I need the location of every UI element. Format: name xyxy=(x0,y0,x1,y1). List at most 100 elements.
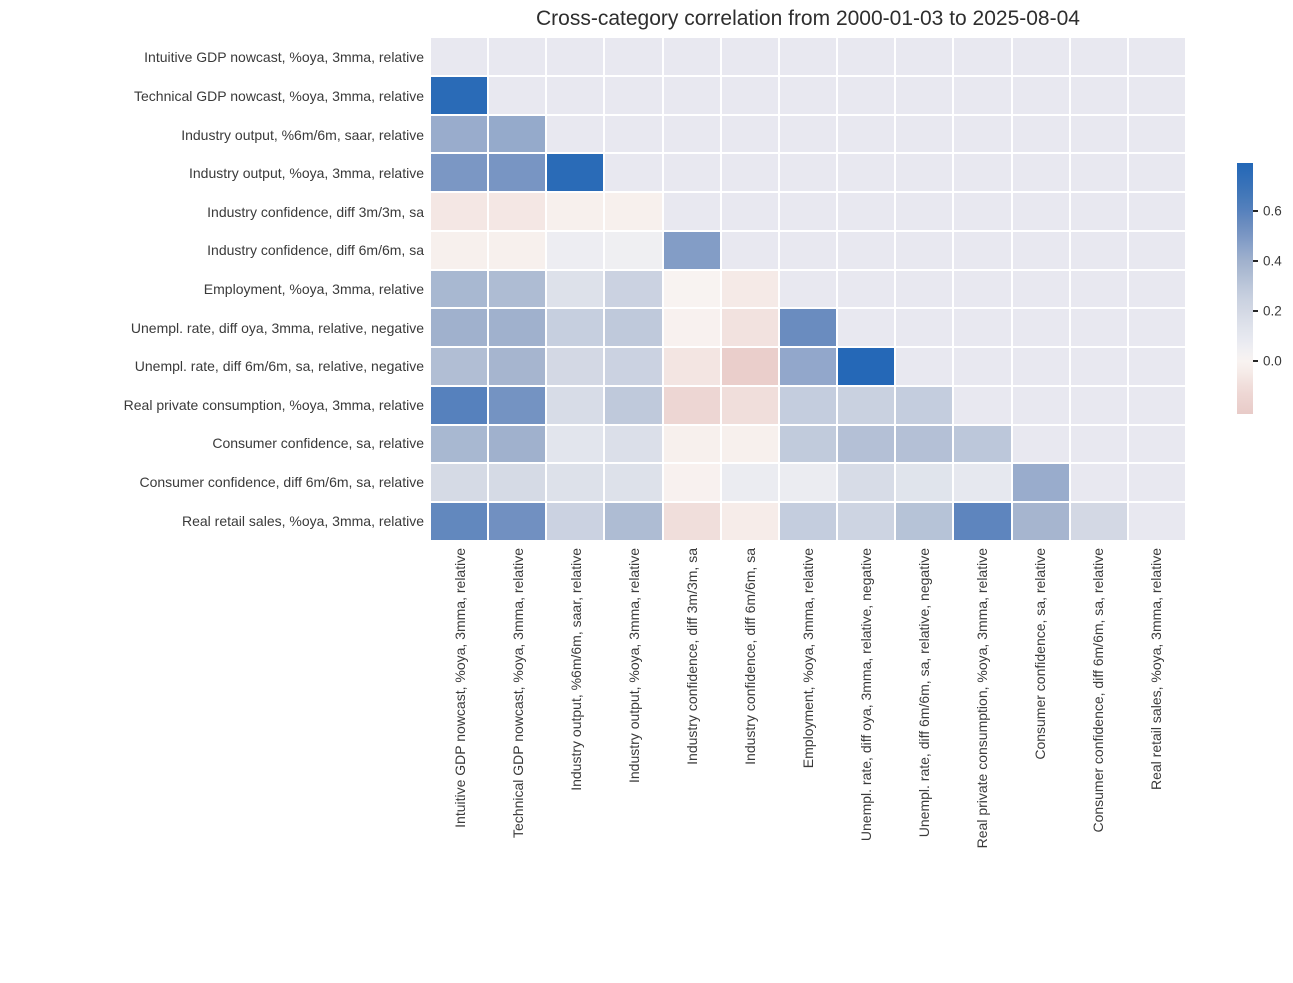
column-label: Unempl. rate, diff oya, 3mma, relative, … xyxy=(858,548,874,842)
heatmap-cell xyxy=(605,464,662,502)
masked-cell xyxy=(896,193,953,230)
masked-cell xyxy=(1128,231,1185,269)
heatmap-cell xyxy=(721,464,778,502)
masked-cell xyxy=(954,231,1011,269)
colorbar: 0.6 0.4 0.2 0.0 xyxy=(1237,163,1282,414)
heatmap-cell xyxy=(954,464,1011,502)
masked-cell xyxy=(954,76,1011,114)
row-label: Unempl. rate, diff oya, 3mma, relative, … xyxy=(130,319,424,336)
masked-cell xyxy=(721,231,778,269)
x-axis-labels: Intuitive GDP nowcast, %oya, 3mma, relat… xyxy=(431,548,1185,980)
column-label: Real retail sales, %oya, 3mma, relative xyxy=(1148,548,1164,790)
masked-cell xyxy=(838,193,895,230)
column-label: Intuitive GDP nowcast, %oya, 3mma, relat… xyxy=(452,548,468,828)
masked-cell xyxy=(954,270,1011,308)
heatmap-cell xyxy=(1070,503,1127,540)
heatmap-cell xyxy=(838,348,895,385)
heatmap-cell xyxy=(663,386,720,424)
row-label: Real private consumption, %oya, 3mma, re… xyxy=(123,396,424,413)
heatmap-cell xyxy=(838,464,895,502)
masked-cell xyxy=(1012,115,1069,153)
masked-cell xyxy=(779,154,837,192)
masked-cell xyxy=(1070,348,1127,385)
row-label: Real retail sales, %oya, 3mma, relative xyxy=(182,512,424,529)
masked-cell xyxy=(1070,425,1127,463)
column-label-cell: Real private consumption, %oya, 3mma, re… xyxy=(953,548,1011,980)
colorbar-tick-mark xyxy=(1253,360,1258,363)
masked-cell xyxy=(1128,115,1185,153)
heatmap-cell xyxy=(431,76,488,114)
masked-cell xyxy=(896,348,953,385)
masked-cell xyxy=(605,115,662,153)
masked-cell xyxy=(1070,231,1127,269)
masked-cell xyxy=(489,76,546,114)
column-label-cell: Industry confidence, diff 6m/6m, sa xyxy=(721,548,779,980)
heatmap-cell xyxy=(954,425,1011,463)
colorbar-tick-label: 0.2 xyxy=(1263,303,1282,319)
masked-cell xyxy=(1070,193,1127,230)
masked-cell xyxy=(1128,425,1185,463)
row-label: Industry output, %6m/6m, saar, relative xyxy=(181,126,424,143)
masked-cell xyxy=(1070,270,1127,308)
masked-cell xyxy=(779,193,837,230)
colorbar-tick-mark xyxy=(1253,209,1258,212)
masked-cell xyxy=(547,38,604,75)
masked-cell xyxy=(1070,464,1127,502)
row-label: Employment, %oya, 3mma, relative xyxy=(203,280,424,297)
heatmap-cell xyxy=(547,270,604,308)
heatmap-cell xyxy=(779,503,837,540)
heatmap-cell xyxy=(605,386,662,424)
heatmap-cell xyxy=(489,154,546,192)
heatmap-cell xyxy=(547,309,604,347)
colorbar-tick-mark xyxy=(1253,310,1258,313)
heatmap-cell xyxy=(547,503,604,540)
heatmap-cell xyxy=(431,503,488,540)
colorbar-tick-label: 0.4 xyxy=(1263,253,1282,269)
masked-cell xyxy=(663,38,720,75)
masked-cell xyxy=(1012,386,1069,424)
heatmap-cell xyxy=(779,309,837,347)
masked-cell xyxy=(779,38,837,75)
masked-cell xyxy=(1128,38,1185,75)
masked-cell xyxy=(954,386,1011,424)
masked-cell xyxy=(663,193,720,230)
heatmap-cell xyxy=(721,503,778,540)
masked-cell xyxy=(954,154,1011,192)
heatmap-cell xyxy=(605,348,662,385)
column-label: Employment, %oya, 3mma, relative xyxy=(800,548,816,769)
y-axis-labels: Intuitive GDP nowcast, %oya, 3mma, relat… xyxy=(0,38,424,540)
column-label-cell: Consumer confidence, sa, relative xyxy=(1011,548,1069,980)
column-label-cell: Technical GDP nowcast, %oya, 3mma, relat… xyxy=(489,548,547,980)
masked-cell xyxy=(663,76,720,114)
masked-cell xyxy=(1128,386,1185,424)
masked-cell xyxy=(1070,386,1127,424)
heatmap-cell xyxy=(896,425,953,463)
heatmap-cell xyxy=(896,503,953,540)
masked-cell xyxy=(1070,154,1127,192)
heatmap-cell xyxy=(605,309,662,347)
masked-cell xyxy=(1012,348,1069,385)
masked-cell xyxy=(838,231,895,269)
masked-cell xyxy=(896,309,953,347)
heatmap-cell xyxy=(431,309,488,347)
row-label: Consumer confidence, diff 6m/6m, sa, rel… xyxy=(139,474,424,490)
heatmap-cell xyxy=(547,231,604,269)
masked-cell xyxy=(838,76,895,114)
column-label: Technical GDP nowcast, %oya, 3mma, relat… xyxy=(510,548,526,838)
heatmap-cell xyxy=(721,309,778,347)
masked-cell xyxy=(896,154,953,192)
heatmap-cell xyxy=(489,425,546,463)
heatmap-cell xyxy=(489,231,546,269)
heatmap-grid xyxy=(431,38,1185,540)
masked-cell xyxy=(605,76,662,114)
masked-cell xyxy=(1128,309,1185,347)
heatmap-cell xyxy=(1012,464,1069,502)
masked-cell xyxy=(838,154,895,192)
masked-cell xyxy=(1128,76,1185,114)
masked-cell xyxy=(663,115,720,153)
colorbar-tick-mark xyxy=(1253,259,1258,262)
heatmap-cell xyxy=(954,503,1011,540)
masked-cell xyxy=(896,38,953,75)
heatmap-cell xyxy=(1012,503,1069,540)
